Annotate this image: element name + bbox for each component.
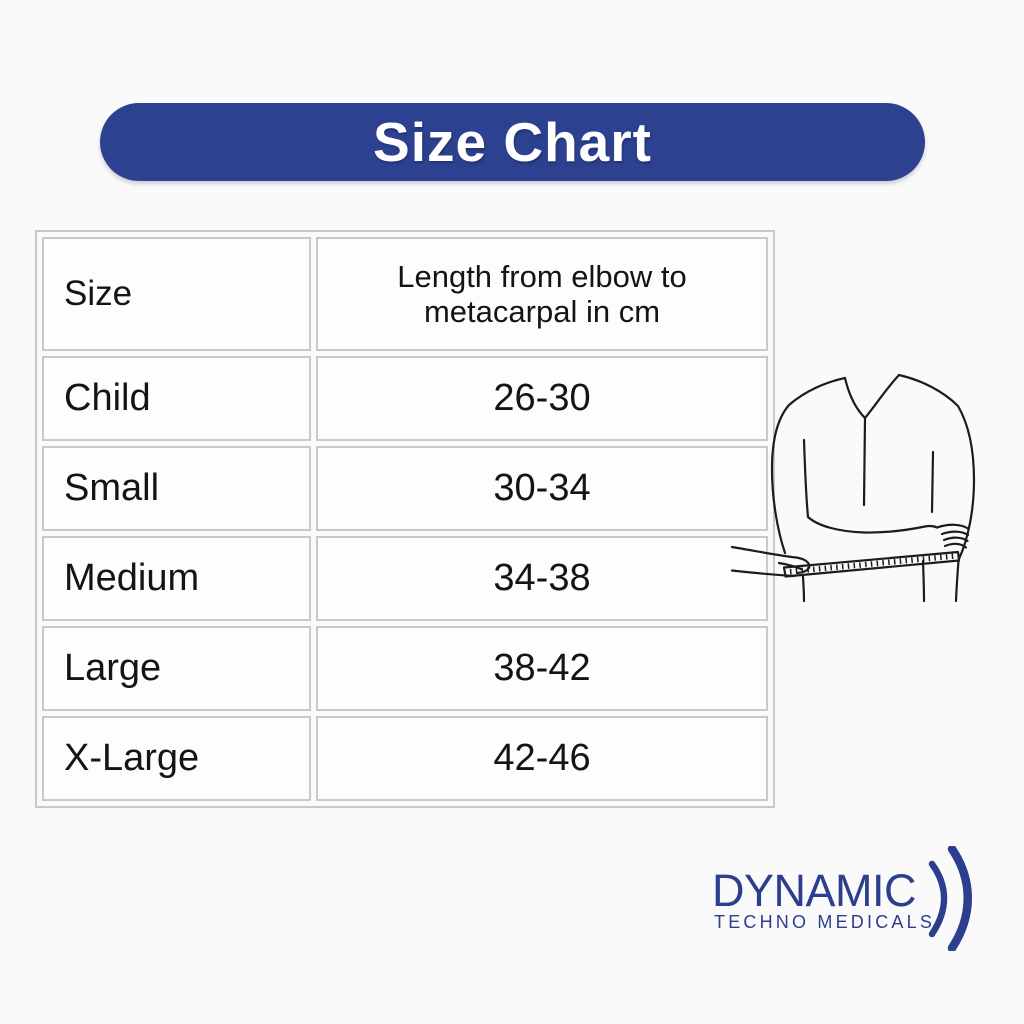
length-cell: 26-30 xyxy=(316,356,768,441)
size-table-header: Size Length from elbow to metacarpal in … xyxy=(42,237,768,351)
size-table: Size Length from elbow to metacarpal in … xyxy=(35,230,775,808)
table-row: Small 30-34 xyxy=(42,446,768,531)
table-row: Medium 34-38 xyxy=(42,536,768,621)
sound-wave-arcs-icon xyxy=(928,846,972,951)
size-table-body: Child 26-30 Small 30-34 Medium 34-38 Lar… xyxy=(42,356,768,801)
arm-measurement-illustration xyxy=(722,340,1022,620)
v-neck-collar xyxy=(843,373,901,420)
size-cell: Small xyxy=(42,446,311,531)
brand-subtitle: TECHNO MEDICALS xyxy=(714,912,936,932)
examiner-hand-bottom xyxy=(730,569,796,578)
length-cell: 38-42 xyxy=(316,626,768,711)
size-cell: Medium xyxy=(42,536,311,621)
table-row: X-Large 42-46 xyxy=(42,716,768,801)
examiner-hand-top xyxy=(730,545,798,559)
size-cell: Large xyxy=(42,626,311,711)
hand-fingers xyxy=(940,530,970,537)
torso-left-outline xyxy=(770,376,847,555)
body-line xyxy=(801,575,806,603)
inner-sleeve-line xyxy=(930,450,935,514)
column-header-length: Length from elbow to metacarpal in cm xyxy=(316,237,768,351)
length-cell: 42-46 xyxy=(316,716,768,801)
body-line xyxy=(921,559,926,603)
length-cell: 34-38 xyxy=(316,536,768,621)
size-cell: Child xyxy=(42,356,311,441)
torso-right-outline xyxy=(897,373,976,561)
title-pill: Size Chart xyxy=(100,103,925,181)
examiner-thumb xyxy=(777,561,803,571)
brand-logo: DYNAMIC TECHNO MEDICALS xyxy=(712,846,992,954)
size-cell: X-Large xyxy=(42,716,311,801)
tape-tick-marks xyxy=(789,553,955,575)
brand-name: DYNAMIC xyxy=(712,865,917,916)
length-cell: 30-34 xyxy=(316,446,768,531)
shirt-placket-line xyxy=(862,416,867,507)
column-header-size: Size xyxy=(42,237,311,351)
table-row: Large 38-42 xyxy=(42,626,768,711)
elbow-to-metacarpal-tape-measurement-icon xyxy=(730,373,976,603)
table-header-row: Size Length from elbow to metacarpal in … xyxy=(42,237,768,351)
hand-fingers xyxy=(943,542,968,549)
hand-fingers xyxy=(935,523,970,530)
table-row: Child 26-30 xyxy=(42,356,768,441)
body-line xyxy=(954,559,960,603)
forearm-top-contour xyxy=(802,438,939,534)
page-title: Size Chart xyxy=(373,111,652,173)
hand-fingers xyxy=(942,536,969,543)
